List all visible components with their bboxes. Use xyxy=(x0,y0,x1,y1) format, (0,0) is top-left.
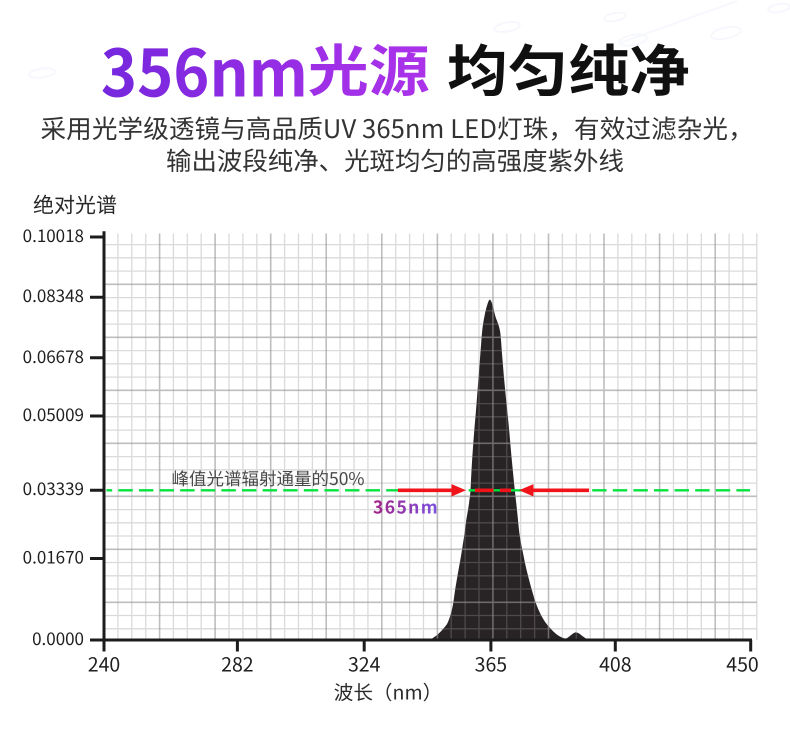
svg-text:282: 282 xyxy=(221,649,253,678)
svg-text:365: 365 xyxy=(475,649,507,678)
svg-text:输出波段纯净、光斑均匀的高强度紫外线: 输出波段纯净、光斑均匀的高强度紫外线 xyxy=(166,141,624,178)
svg-text:356nm: 356nm xyxy=(101,22,308,116)
svg-text:0.06678: 0.06678 xyxy=(23,343,84,368)
svg-text:光源: 光源 xyxy=(308,26,430,107)
svg-text:408: 408 xyxy=(599,649,631,678)
svg-text:0.03339: 0.03339 xyxy=(23,475,84,500)
svg-text:峰值光谱辐射通量的50%: 峰值光谱辐射通量的50% xyxy=(172,466,365,491)
svg-text:0.0000: 0.0000 xyxy=(32,625,84,650)
svg-text:240: 240 xyxy=(88,649,120,678)
svg-text:365nm: 365nm xyxy=(373,495,439,520)
svg-text:0.05009: 0.05009 xyxy=(23,401,84,426)
svg-text:波长（nm）: 波长（nm） xyxy=(334,677,442,706)
svg-text:324: 324 xyxy=(348,649,381,678)
svg-text:450: 450 xyxy=(726,649,758,678)
svg-text:绝对光谱: 绝对光谱 xyxy=(33,190,117,220)
svg-text:0.01670: 0.01670 xyxy=(23,544,84,569)
svg-text:0.08348: 0.08348 xyxy=(23,282,84,307)
svg-text:均匀纯净: 均匀纯净 xyxy=(447,26,690,107)
svg-text:0.10018: 0.10018 xyxy=(23,222,84,247)
svg-text:采用光学级透镜与高品质UV 365nm LED灯珠，有效过滤: 采用光学级透镜与高品质UV 365nm LED灯珠，有效过滤杂光， xyxy=(41,109,754,146)
